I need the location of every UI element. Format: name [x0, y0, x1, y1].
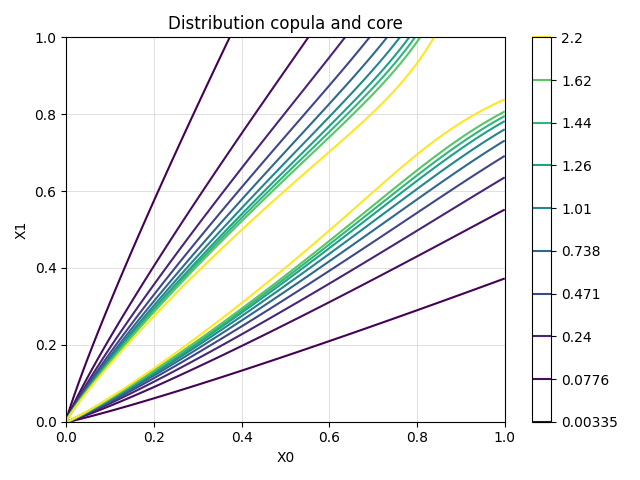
Title: Distribution copula and core: Distribution copula and core — [168, 15, 403, 33]
Y-axis label: X1: X1 — [15, 220, 29, 239]
X-axis label: X0: X0 — [276, 451, 294, 465]
